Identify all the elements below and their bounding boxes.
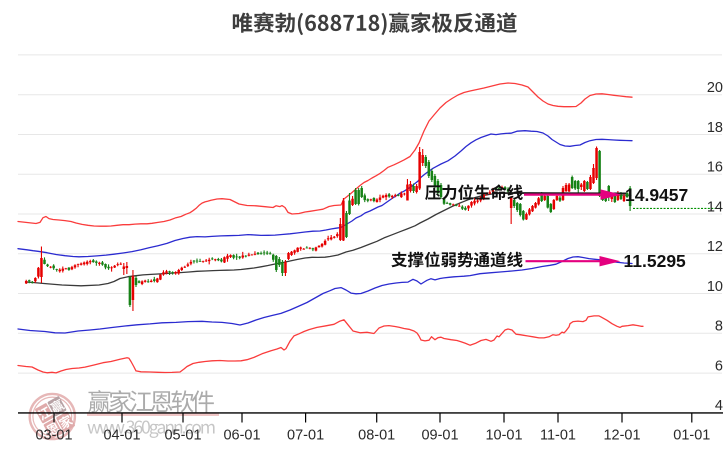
svg-text:01-01: 01-01	[673, 427, 710, 443]
svg-text:10: 10	[707, 279, 723, 295]
svg-text:16: 16	[707, 160, 723, 176]
svg-text:14: 14	[707, 199, 723, 215]
svg-text:14.9457: 14.9457	[625, 185, 688, 205]
svg-text:04-01: 04-01	[103, 427, 140, 443]
svg-text:09-01: 09-01	[421, 427, 458, 443]
svg-text:11-01: 11-01	[540, 427, 576, 443]
svg-text:20: 20	[707, 80, 723, 96]
svg-text:06-01: 06-01	[223, 427, 260, 443]
svg-text:07-01: 07-01	[287, 427, 324, 443]
svg-text:8: 8	[715, 319, 723, 335]
svg-text:03-01: 03-01	[35, 427, 72, 443]
svg-text:12-01: 12-01	[603, 427, 640, 443]
svg-text:10-01: 10-01	[485, 427, 522, 443]
svg-text:6: 6	[715, 359, 723, 375]
svg-text:12: 12	[707, 239, 723, 255]
svg-text:08-01: 08-01	[358, 427, 395, 443]
svg-text:4: 4	[715, 398, 723, 414]
svg-text:11.5295: 11.5295	[624, 251, 687, 271]
svg-text:18: 18	[707, 120, 723, 136]
svg-text:05-01: 05-01	[164, 427, 201, 443]
